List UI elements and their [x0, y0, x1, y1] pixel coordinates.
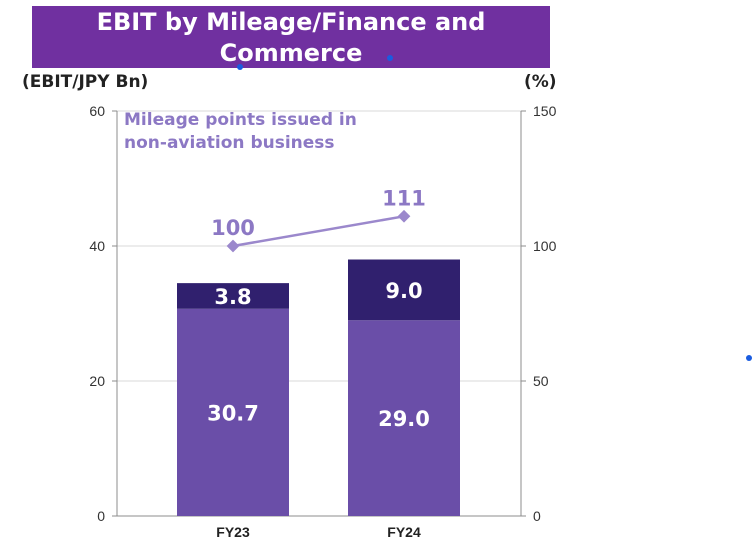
line-point-marker	[397, 209, 411, 223]
x-axis-tick-label: FY23	[216, 524, 250, 540]
bar-value-label: 30.7	[207, 401, 259, 425]
left-axis-tick-label: 0	[97, 508, 105, 524]
left-axis-tick-label: 60	[89, 103, 105, 119]
left-axis-tick-label: 40	[89, 238, 105, 254]
right-axis-tick-label: 0	[533, 508, 541, 524]
right-axis-tick-label: 100	[533, 238, 557, 254]
right-axis-tick-label: 50	[533, 373, 549, 389]
line-series-annotation: Mileage points issued in non-aviation bus…	[124, 110, 357, 153]
bar-segment	[348, 259, 460, 321]
x-axis-tick-label: FY24	[387, 524, 421, 540]
bar-segment	[348, 320, 460, 516]
line-value-label: 100	[211, 216, 255, 240]
marker-dot	[237, 64, 243, 70]
marker-dot	[746, 355, 752, 361]
right-axis-unit: (%)	[524, 72, 557, 92]
line-point-marker	[226, 239, 240, 253]
left-axis-tick-label: 20	[89, 373, 105, 389]
bar-segment	[177, 308, 289, 516]
left-axis-unit: (EBIT/JPY Bn)	[22, 72, 149, 92]
line-value-label: 111	[382, 186, 426, 210]
bar-value-label: 29.0	[378, 407, 430, 431]
bar-segment	[177, 283, 289, 309]
chart-title: EBIT by Mileage/Finance and Commerce	[32, 6, 550, 68]
bar-value-label: 9.0	[385, 279, 422, 303]
marker-dot	[387, 55, 393, 61]
line-series	[232, 215, 405, 248]
right-axis-tick-label: 150	[533, 103, 557, 119]
bar-value-label: 3.8	[214, 285, 251, 309]
